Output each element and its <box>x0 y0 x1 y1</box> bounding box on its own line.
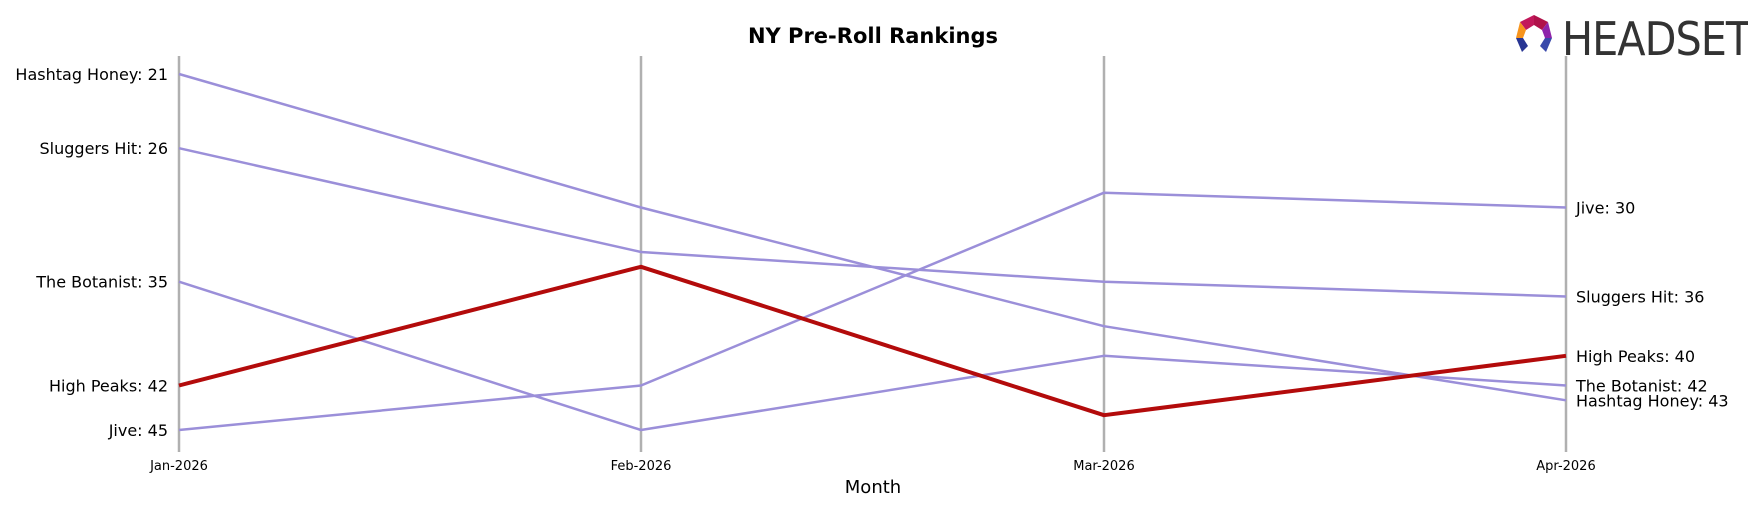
right-series-labels: Jive: 30 Sluggers Hit: 36 High Peaks: 40 Th… <box>1575 199 1729 411</box>
left-label-sluggers-hit: Sluggers Hit: 26 <box>40 139 168 158</box>
chart-title: NY Pre-Roll Rankings <box>748 24 998 48</box>
headset-logo: HEADSET <box>1516 12 1748 66</box>
right-label-jive: Jive: 30 <box>1575 199 1635 218</box>
left-series-labels: Hashtag Honey: 21 Sluggers Hit: 26 The Bot… <box>15 65 168 440</box>
headset-logo-text: HEADSET <box>1562 12 1748 66</box>
series-line-high-peaks <box>178 264 1567 418</box>
x-tick-label: Feb-2026 <box>611 459 672 474</box>
series-line-sluggers-hit <box>178 146 1567 298</box>
series-line-hashtag-honey <box>178 72 1567 402</box>
left-label-high-peaks: High Peaks: 42 <box>49 377 168 396</box>
left-label-the-botanist: The Botanist: 35 <box>35 273 168 292</box>
x-axis-ticks: Jan-2026 Feb-2026 Mar-2026 Apr-2026 <box>149 459 1596 474</box>
x-tick-label: Mar-2026 <box>1073 459 1134 474</box>
left-label-hashtag-honey: Hashtag Honey: 21 <box>15 65 168 84</box>
series-lines <box>178 72 1567 432</box>
right-label-high-peaks: High Peaks: 40 <box>1576 347 1695 366</box>
right-label-the-botanist: The Botanist: 42 <box>1575 377 1708 396</box>
x-tick-label: Jan-2026 <box>149 459 208 474</box>
series-line-the-botanist <box>178 280 1567 432</box>
right-label-hashtag-honey: Hashtag Honey: 43 <box>1576 391 1729 410</box>
right-label-sluggers-hit: Sluggers Hit: 36 <box>1576 288 1704 307</box>
headset-logo-icon <box>1516 15 1552 52</box>
left-label-jive: Jive: 45 <box>108 421 168 440</box>
x-tick-label: Apr-2026 <box>1536 459 1595 474</box>
x-axis-label: Month <box>845 477 901 498</box>
series-line-jive <box>178 191 1567 432</box>
